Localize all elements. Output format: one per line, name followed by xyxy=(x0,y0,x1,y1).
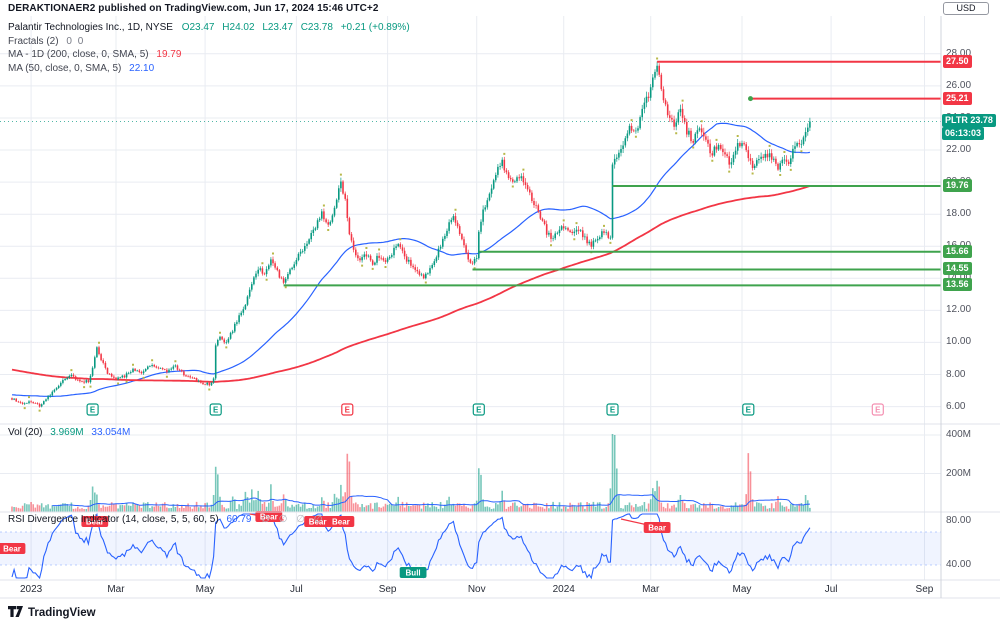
svg-text:Bear: Bear xyxy=(86,518,104,527)
tradingview-brand[interactable]: TradingView xyxy=(28,606,96,619)
svg-text:Bear: Bear xyxy=(332,518,350,527)
svg-text:E: E xyxy=(476,406,482,415)
volume-bars-up xyxy=(13,434,811,512)
fractals-value-1: 0 xyxy=(66,35,72,47)
svg-text:Bear: Bear xyxy=(260,513,278,522)
volume-ma-value: 33.054M xyxy=(91,427,131,438)
footer-toolbar: TradingView xyxy=(0,600,1000,625)
svg-text:Bear: Bear xyxy=(648,524,666,533)
indicator-row-ma200[interactable]: MA - 1D (200, close, 0, SMA, 5) 19.79 xyxy=(8,48,415,62)
rsi-legend-row[interactable]: RSI Divergence Indicator (14, close, 5, … xyxy=(8,514,325,525)
level-anchor-dot xyxy=(748,96,753,102)
rsi-name: RSI Divergence Indicator (14, close, 5, … xyxy=(8,514,219,525)
fractals-value-2: 0 xyxy=(77,35,84,47)
bear-label: Bear xyxy=(255,511,283,522)
rsi-empty-value-icons: ∅ ∅ ∅ ∅ xyxy=(261,514,326,525)
volume-value: 3.969M xyxy=(50,427,84,438)
price-scale-zone[interactable] xyxy=(941,16,1000,580)
svg-text:E: E xyxy=(213,406,219,415)
bull-label: Bull xyxy=(399,567,427,578)
bear-label: Bear xyxy=(643,522,671,533)
ma200-name: MA - 1D (200, close, 0, SMA, 5) xyxy=(8,49,149,60)
bear-label: Bear xyxy=(327,516,355,527)
topbar: DERAKTIONAER2 published on TradingView.c… xyxy=(0,0,1000,16)
ma50-name: MA (50, close, 0, SMA, 5) xyxy=(8,62,122,74)
earnings-marker[interactable]: E xyxy=(742,403,755,416)
currency-button[interactable]: USD xyxy=(943,2,989,15)
rsi-band xyxy=(0,532,941,565)
volume-ma-line xyxy=(52,494,810,507)
svg-text:E: E xyxy=(90,406,96,415)
svg-text:E: E xyxy=(610,406,616,415)
ma200-value: 19.79 xyxy=(156,49,182,60)
ma50-line xyxy=(11,122,810,397)
ohlc-high: H24.02 xyxy=(222,22,255,33)
candles-up xyxy=(13,65,811,407)
time-scale-zone[interactable] xyxy=(0,580,941,598)
ohlc-close: C23.78 xyxy=(300,22,333,33)
bear-label: Bear xyxy=(0,543,26,554)
bear-label: Bear xyxy=(81,516,109,527)
candles-down xyxy=(11,65,801,407)
change-value: +0.21 (+0.89%) xyxy=(340,22,410,33)
indicator-row-ma50[interactable]: MA (50, close, 0, SMA, 5) 22.10 xyxy=(8,62,415,76)
candle-wicks-up xyxy=(13,61,811,408)
volume-name: Vol (20) xyxy=(8,427,43,438)
publish-info: DERAKTIONAER2 published on TradingView.c… xyxy=(8,3,379,14)
ma50-value: 22.10 xyxy=(129,62,155,74)
fractal-dots xyxy=(23,57,803,412)
symbol-title[interactable]: Palantir Technologies Inc., 1D, NYSE xyxy=(8,22,173,33)
svg-text:Bull: Bull xyxy=(406,569,421,578)
ohlc-open: O23.47 xyxy=(181,22,215,33)
volume-legend-row[interactable]: Vol (20) 3.969M 33.054M xyxy=(8,427,135,438)
svg-text:Bear: Bear xyxy=(309,518,327,527)
earnings-marker[interactable]: E xyxy=(472,403,485,416)
ma200-line xyxy=(11,185,811,383)
svg-text:E: E xyxy=(345,406,351,415)
symbol-row[interactable]: Palantir Technologies Inc., 1D, NYSE O23… xyxy=(8,21,415,35)
indicator-row-fractals[interactable]: Fractals (2) 0 0 xyxy=(8,35,415,49)
bear-label: Bear xyxy=(304,516,331,527)
candle-wicks-down xyxy=(11,63,800,408)
earnings-marker[interactable]: E xyxy=(606,403,619,416)
earnings-marker[interactable]: E xyxy=(341,403,354,416)
ohlc-low: L23.47 xyxy=(262,22,293,33)
earnings-marker[interactable]: E xyxy=(209,403,222,416)
tradingview-logo-icon[interactable] xyxy=(8,606,23,619)
earnings-marker[interactable]: E xyxy=(86,403,99,416)
fractals-name: Fractals (2) xyxy=(8,35,59,47)
rsi-value: 60.79 xyxy=(226,514,252,525)
svg-text:E: E xyxy=(875,406,881,415)
legend: Palantir Technologies Inc., 1D, NYSE O23… xyxy=(8,21,415,75)
svg-text:Bear: Bear xyxy=(3,545,21,554)
earnings-marker[interactable]: E xyxy=(871,403,884,416)
svg-text:E: E xyxy=(746,406,752,415)
